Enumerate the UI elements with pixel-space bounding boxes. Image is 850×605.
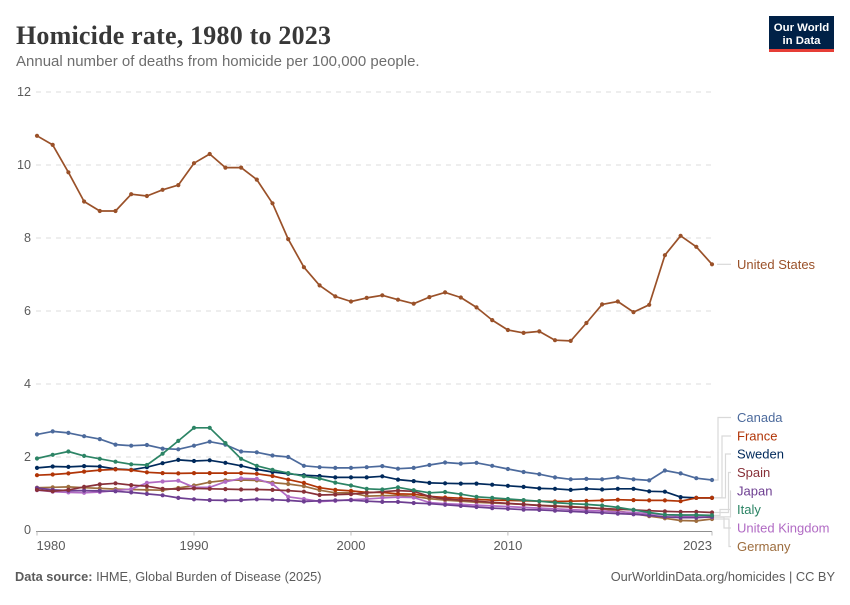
svg-text:12: 12 [17, 85, 31, 99]
svg-text:United States: United States [737, 257, 816, 272]
svg-text:Canada: Canada [737, 410, 783, 425]
svg-text:6: 6 [24, 304, 31, 318]
svg-text:0: 0 [24, 523, 31, 537]
svg-text:2: 2 [24, 450, 31, 464]
svg-text:Homicide rate, 1980 to 2023: Homicide rate, 1980 to 2023 [16, 21, 331, 50]
svg-text:Italy: Italy [737, 502, 761, 517]
svg-text:Japan: Japan [737, 484, 772, 499]
svg-text:OurWorldinData.org/homicides |: OurWorldinData.org/homicides | CC BY [611, 569, 836, 584]
svg-text:1980: 1980 [37, 538, 66, 553]
svg-text:10: 10 [17, 158, 31, 172]
svg-text:in Data: in Data [783, 35, 822, 47]
svg-text:Our World: Our World [774, 22, 830, 34]
svg-text:Spain: Spain [737, 465, 770, 480]
svg-text:2010: 2010 [493, 538, 522, 553]
svg-text:4: 4 [24, 377, 31, 391]
svg-text:Data source: IHME, Global Burd: Data source: IHME, Global Burden of Dise… [15, 569, 322, 584]
svg-text:Annual number of deaths from h: Annual number of deaths from homicide pe… [16, 53, 420, 70]
svg-text:2000: 2000 [337, 538, 366, 553]
svg-text:8: 8 [24, 231, 31, 245]
svg-text:United Kingdom: United Kingdom [737, 521, 830, 536]
svg-text:Germany: Germany [737, 539, 791, 554]
svg-text:Sweden: Sweden [737, 447, 784, 462]
svg-text:France: France [737, 429, 777, 444]
svg-text:1990: 1990 [180, 538, 209, 553]
svg-text:2023: 2023 [683, 538, 712, 553]
